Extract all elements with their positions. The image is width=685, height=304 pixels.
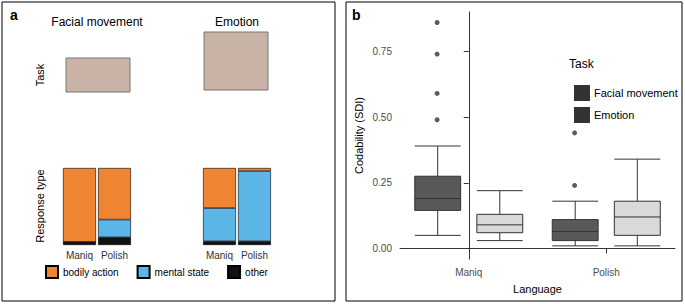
svg-text:bodily action: bodily action [63, 267, 119, 278]
svg-text:a: a [10, 7, 18, 23]
svg-text:Task: Task [569, 57, 595, 71]
svg-text:Facial movement: Facial movement [594, 87, 678, 99]
svg-text:0.00: 0.00 [373, 243, 393, 254]
svg-text:b: b [352, 7, 361, 23]
svg-text:Language: Language [513, 283, 562, 295]
svg-text:Polish: Polish [241, 250, 268, 261]
svg-text:Maniq: Maniq [455, 267, 482, 278]
svg-text:0.25: 0.25 [373, 177, 393, 188]
svg-text:other: other [245, 267, 268, 278]
svg-text:Emotion: Emotion [215, 15, 259, 29]
svg-text:Polish: Polish [593, 267, 620, 278]
svg-text:Facial movement: Facial movement [51, 15, 143, 29]
svg-text:0.75: 0.75 [373, 46, 393, 57]
svg-text:Maniq: Maniq [66, 250, 93, 261]
svg-text:Polish: Polish [101, 250, 128, 261]
svg-text:Emotion: Emotion [594, 109, 634, 121]
svg-text:mental state: mental state [155, 267, 210, 278]
svg-text:0.50: 0.50 [373, 112, 393, 123]
svg-text:Task: Task [34, 63, 46, 86]
svg-text:Codability (SDI): Codability (SDI) [353, 97, 365, 174]
svg-text:Response type: Response type [34, 169, 46, 242]
svg-text:Maniq: Maniq [206, 250, 233, 261]
